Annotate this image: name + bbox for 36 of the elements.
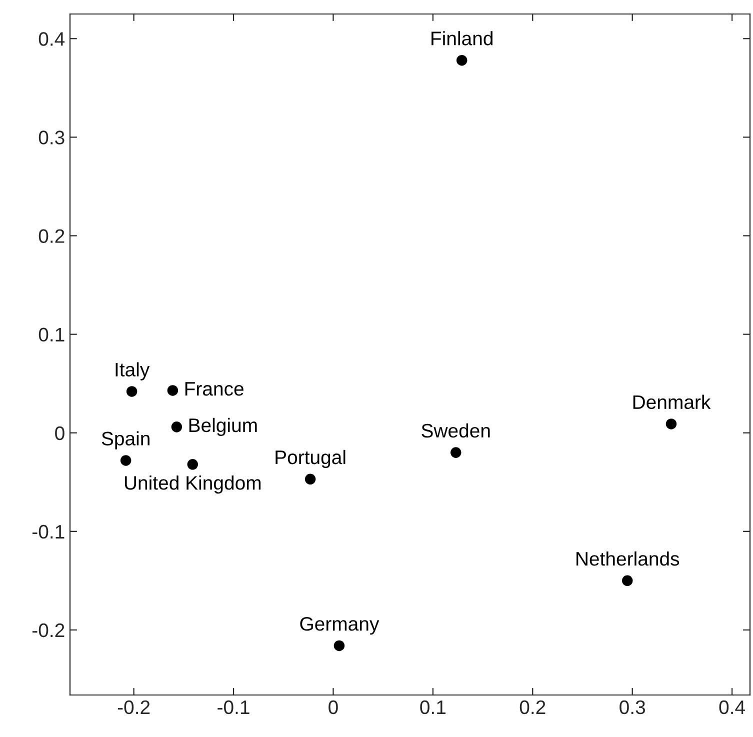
x-tick-label: 0.4 [719,700,745,714]
y-tick-label: 0.2 [38,229,64,243]
point [126,386,138,397]
point [304,474,316,485]
y-tick-label: 0.1 [38,328,64,342]
annotation: Finland [432,31,492,46]
annotation: Sweden [422,423,490,438]
y-tick-label: -0.1 [32,524,64,539]
x-tick-label: 0.2 [520,700,546,714]
y-tick-label: 0.3 [38,130,64,144]
point [450,447,462,458]
annotation: Denmark [633,394,711,410]
point [666,418,677,430]
point [167,385,178,396]
y-tick-label: 0.4 [38,32,65,46]
x-tick-label: 0 [328,700,338,714]
annotation: France [185,382,244,396]
annotation: Netherlands [576,551,680,566]
x-tick-label: -0.2 [118,700,150,714]
x-tick-label: 0.3 [620,700,646,714]
x-tick-label: 0.1 [420,700,446,714]
annotation: Spain [102,431,150,450]
point [120,455,132,466]
annotation: Belgium [189,418,257,436]
x-tick-label: -0.1 [218,700,250,714]
y-tick-label: -0.2 [32,623,64,638]
annotation: United Kingdom [124,475,261,494]
y-tick-label: 0 [55,426,64,440]
annotation: Italy [116,362,150,380]
point [171,422,182,432]
point [456,54,468,66]
annotation: Germany [300,617,380,635]
annotation: Portugal [276,450,346,468]
point [334,640,345,652]
point [187,459,198,470]
point [622,575,633,586]
